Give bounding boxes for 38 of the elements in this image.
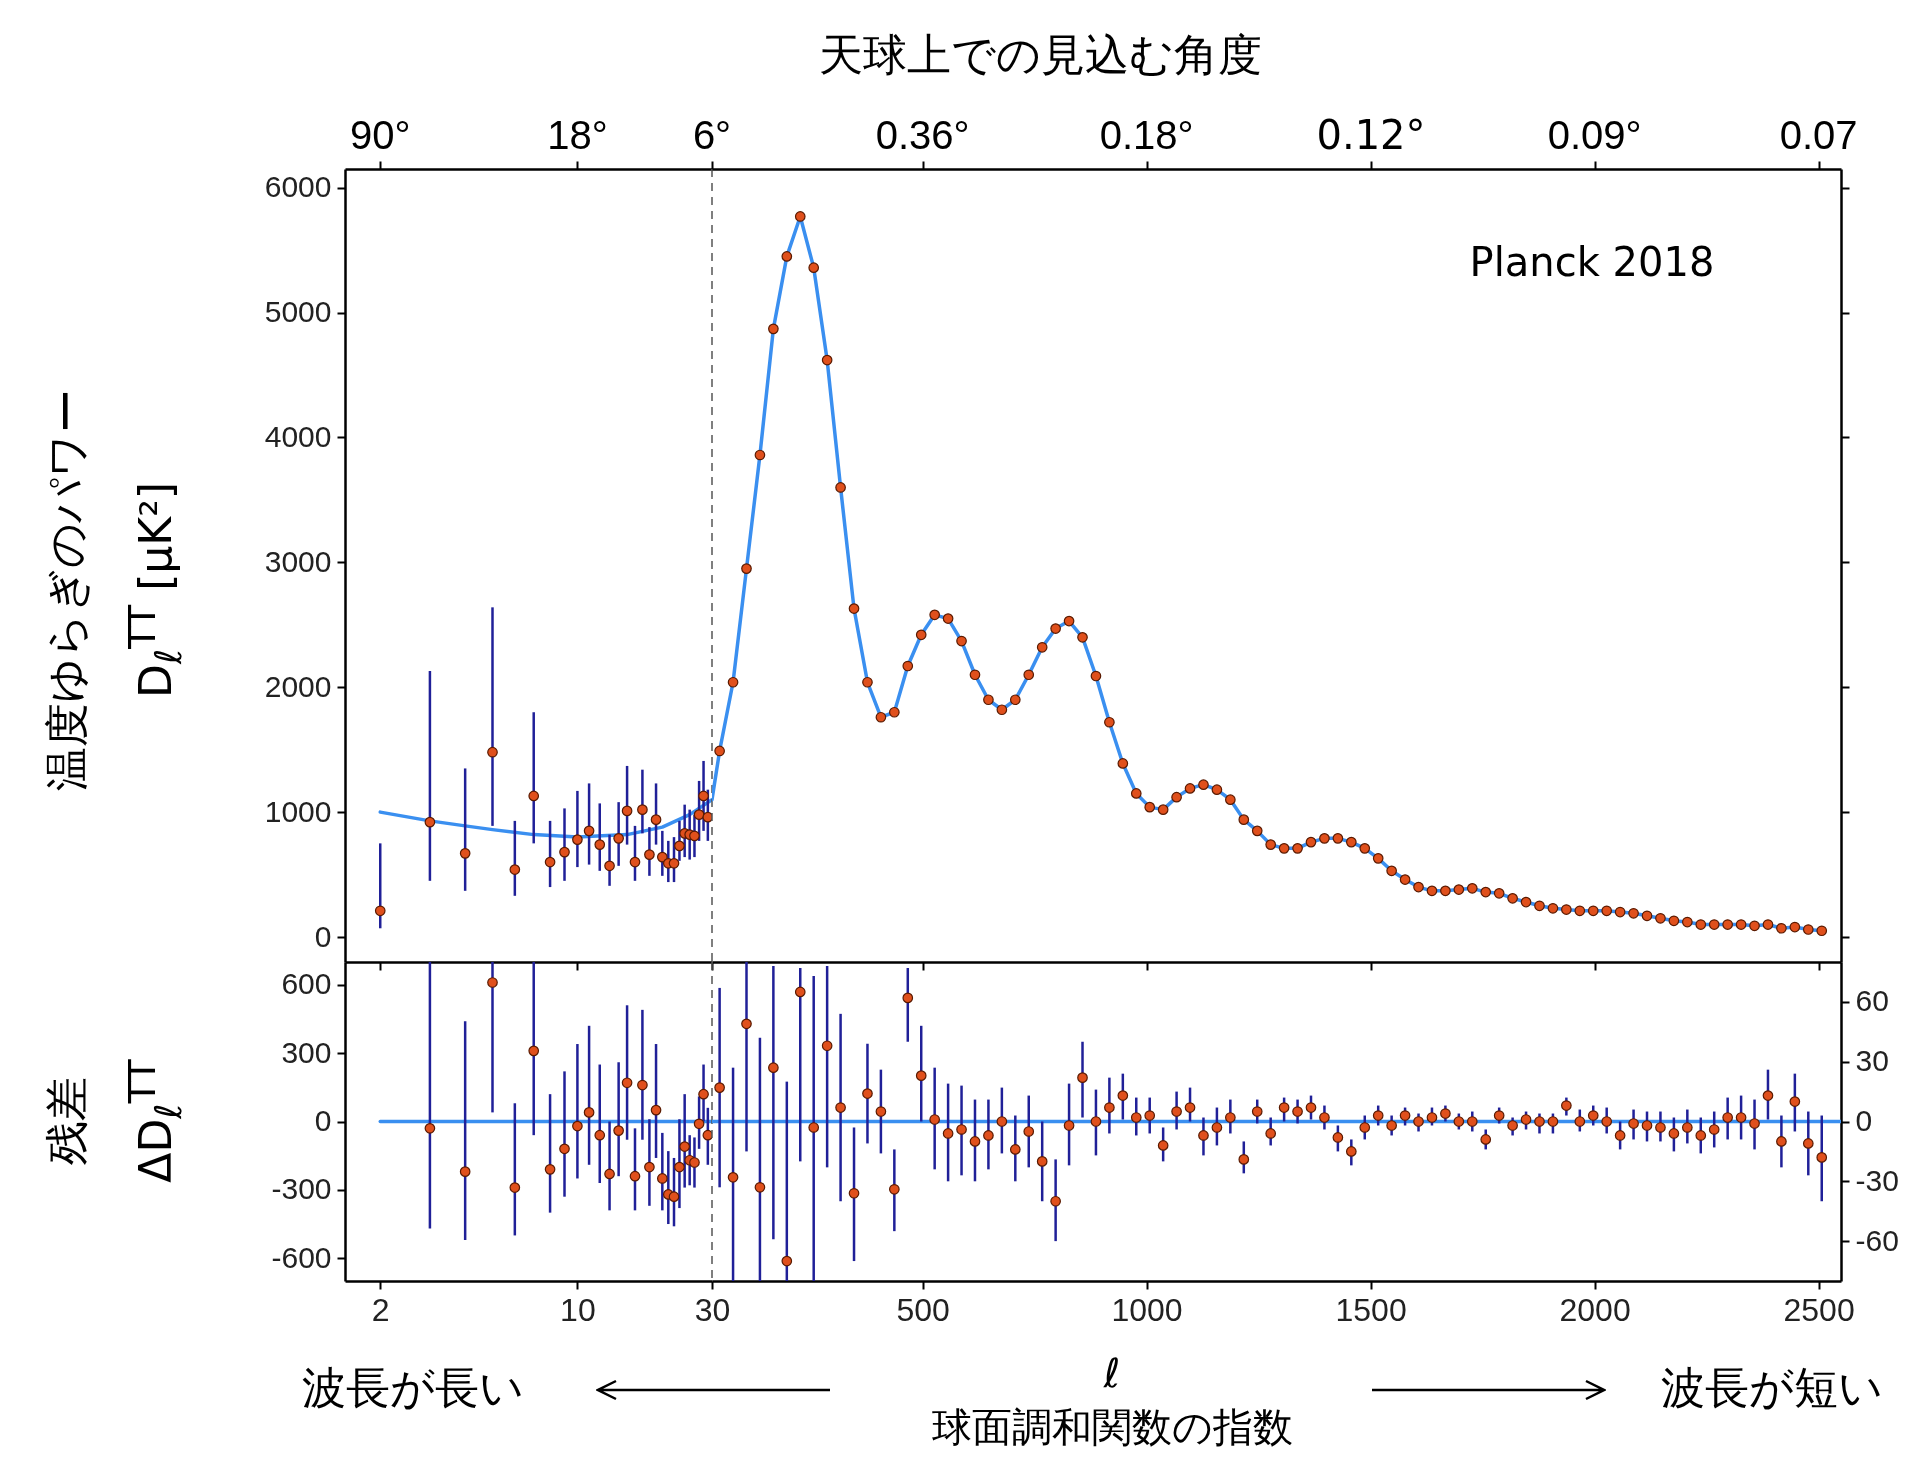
- x2-axis-title: 天球上での見込む角度: [818, 27, 1262, 82]
- annotation: 90°: [349, 113, 411, 157]
- y-tick-label: 600: [281, 967, 332, 1001]
- annotation: 0.09°: [1547, 113, 1642, 157]
- y-tick-label: 0: [314, 919, 332, 953]
- text: 波長が長い: [302, 1360, 524, 1415]
- annotation: 0.18°: [1099, 113, 1194, 157]
- x-tick-label: 2: [371, 1291, 390, 1328]
- x-tick-label: 1500: [1335, 1291, 1407, 1328]
- y2-tick-label: 0: [1855, 1104, 1873, 1137]
- annotation: 6°: [692, 113, 732, 157]
- y-tick-label: 5000: [264, 295, 332, 329]
- annotation: 0.36°: [875, 113, 970, 157]
- y2-tick-label: -30: [1855, 1163, 1899, 1197]
- y2-tick-label: 60: [1855, 984, 1889, 1018]
- x-tick-label: 2500: [1783, 1291, 1855, 1328]
- y-tick-label: 0: [314, 1104, 332, 1137]
- y-tick-label: 300: [281, 1035, 332, 1069]
- y-tick-label: -600: [271, 1240, 332, 1274]
- x-tick-label: 2000: [1559, 1291, 1631, 1328]
- x-axis-title: ℓ 球面調和関数の指数: [931, 1349, 1293, 1452]
- annotation: 0.07: [1779, 113, 1858, 157]
- y-tick-label: 1000: [264, 794, 332, 828]
- y-tick-label: -300: [271, 1172, 332, 1206]
- x-tick-label: 500: [896, 1291, 950, 1328]
- y-tick-label: 6000: [264, 170, 332, 204]
- x-tick-label: 1000: [1111, 1291, 1183, 1328]
- y-tick-label: 4000: [264, 420, 332, 453]
- annotation: 18°: [547, 113, 608, 157]
- y-tick-label: 2000: [264, 669, 332, 703]
- text: 0.12°: [1316, 112, 1426, 158]
- y-tick-label: 3000: [264, 544, 332, 578]
- annotation: Planck 2018: [1469, 239, 1715, 285]
- x-tick-label: 30: [694, 1291, 731, 1328]
- y2-tick-label: 30: [1855, 1044, 1889, 1078]
- text: 波長が短い: [1661, 1360, 1883, 1415]
- x-tick-label: 10: [560, 1291, 596, 1328]
- y2-tick-label: -60: [1855, 1223, 1899, 1257]
